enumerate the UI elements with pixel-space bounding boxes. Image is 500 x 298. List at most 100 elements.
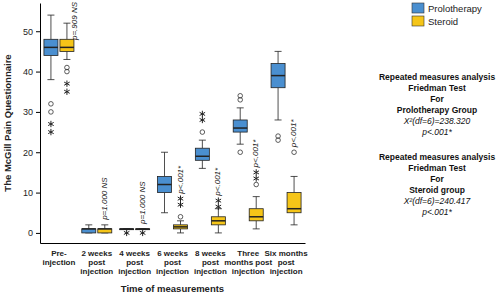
x-tick-label: 2 weekspostinjection [80,249,113,276]
box [174,195,188,232]
whisker-high [66,23,67,39]
x-tick-label-line: injection [42,258,75,267]
whisker-low [294,213,295,225]
x-tick-label-line: injection [194,267,227,276]
x-tick-label: 4 weekspostinjection [118,249,151,276]
whisker-high [202,140,203,148]
box-body [211,217,225,225]
whisker-high [218,209,219,217]
x-tick-label-line: months post [224,258,272,267]
y-tick-label: 50 [23,27,33,37]
box-median [233,127,247,129]
y-tick: 30 [23,107,40,117]
test-text: Friedman Test [408,163,466,173]
whisker-high [180,221,181,225]
whisker-low [240,132,241,144]
y-tick: 20 [23,148,40,158]
extreme [48,121,54,127]
box-body [98,229,112,233]
p-value: p<.001* [289,119,298,149]
outlier [276,138,281,143]
x-tick-label: 6 weekspostinjection [156,249,189,276]
box-body [233,120,247,132]
x-tick-label-line: Three [237,249,259,258]
whisker-cap-low [291,224,298,225]
whisker-high [164,152,165,176]
whisker-low [66,51,67,59]
box [120,229,134,236]
test-text: p<.001* [421,207,452,217]
p-value: p=.909 NS [70,1,79,41]
extreme [64,80,70,86]
p-value: p<.001* [213,167,222,197]
box-median [211,220,225,222]
test-text: p<.001* [421,127,452,137]
box-median [249,216,263,218]
outlier [49,110,54,115]
box-median [82,228,96,230]
box-median [136,228,150,230]
y-tick: 0 [28,228,40,238]
box [195,111,209,169]
x-tick-label-line: post [202,258,219,267]
box [249,169,263,229]
p-value: p<.001* [251,139,260,169]
legend: ProlotherapySteroid [412,3,482,27]
outlier [254,182,259,187]
y-tick-mark [36,31,40,32]
box-median [120,228,134,230]
whisker-cap-low [63,59,70,60]
extreme [216,204,222,210]
whisker-cap-low [47,79,54,80]
x-tick: 6 weekspostinjection [156,243,189,276]
y-tick-label: 40 [23,67,33,77]
test-text: X²(df=6)=238.320 [403,116,471,126]
x-tick-label: 8 weekspostinjection [194,249,227,276]
x-tick: 2 weekspostinjection [80,243,113,276]
extreme [140,230,146,236]
box-median [158,184,172,186]
box [287,150,301,225]
x-tick-label-line: 2 weeks [81,249,112,258]
extreme [253,169,259,175]
whisker-high [50,15,51,39]
y-tick-label: 10 [23,188,33,198]
whisker-cap-high [85,224,92,225]
box-body [82,229,96,233]
legend-item: Steroid [412,16,458,27]
whisker-cap-low [199,168,206,169]
box-body [158,176,172,192]
whisker-cap-high [253,196,260,197]
outlier [178,214,183,219]
outlier [49,102,54,107]
box [136,229,150,236]
whisker-cap-high [291,176,298,177]
extreme [178,201,184,207]
y-tick: 10 [23,188,40,198]
box-body [249,209,263,221]
box-median [195,156,209,158]
x-tick-label: Pre-injection [42,249,75,267]
x-tick-label-line: post [88,258,105,267]
box [233,93,247,154]
outlier [238,150,243,155]
box [44,15,58,135]
test-text: Prolotherapy Group [397,105,477,115]
x-tick-label-line: post [164,258,181,267]
box-series [60,23,301,236]
test-text: X²(df=6)=240.417 [403,196,471,206]
x-tick-label-line: Six months [265,249,309,258]
x-tick: 4 weekspostinjection [118,243,151,276]
test-text: Steroid group [409,185,465,195]
test-text: Repeated measures analysis [379,72,496,82]
whisker-cap-high [237,107,244,108]
whisker-cap-low [275,119,282,120]
box-body [174,225,188,229]
chart: 01020304050Pre-injection2 weekspostinjec… [0,0,500,298]
y-axis-title: The McGill Pain Questionnaire [2,54,13,191]
outlier [65,65,70,70]
y-tick-mark [36,152,40,153]
outlier [292,150,297,155]
x-tick: Pre-injection [42,243,75,267]
extreme [48,129,54,135]
